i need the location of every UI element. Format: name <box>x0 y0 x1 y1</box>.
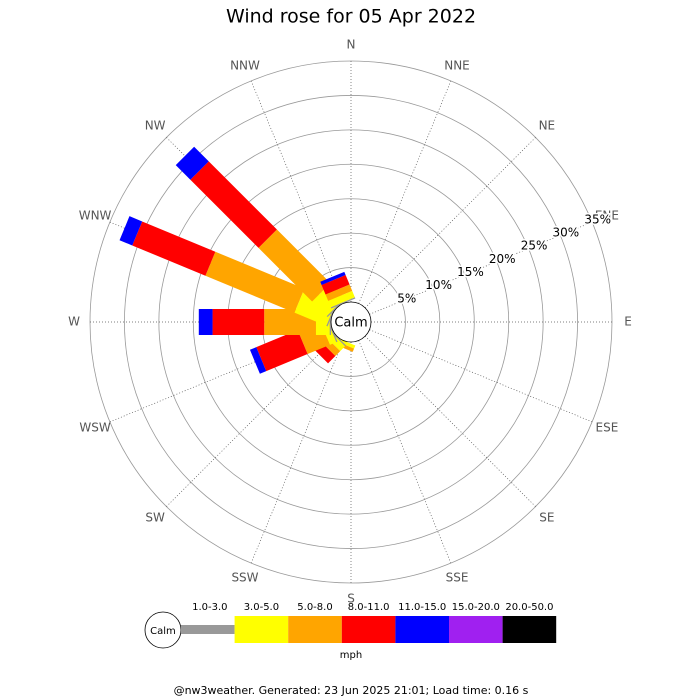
direction-label: NNE <box>444 59 470 73</box>
legend-label: 3.0-5.0 <box>244 602 279 613</box>
grid-ring <box>124 95 578 549</box>
calm-label: Calm <box>334 316 367 331</box>
legend-label: 11.0-15.0 <box>398 602 446 613</box>
legend-label: 8.0-11.0 <box>348 602 390 613</box>
bar-segment <box>119 216 143 246</box>
bar-segment <box>249 347 267 374</box>
bar-segment <box>132 221 216 276</box>
spoke <box>364 137 536 309</box>
legend-label: 1.0-3.0 <box>192 602 227 613</box>
spoke <box>364 335 536 507</box>
bar-segment <box>256 330 308 372</box>
legend-units: mph <box>340 650 362 661</box>
r-tick-label: 10% <box>425 278 452 292</box>
bar-segment <box>330 297 356 309</box>
direction-label: E <box>624 315 632 329</box>
legend-swatch <box>502 616 557 643</box>
legend-swatch <box>288 616 342 643</box>
bar-segment <box>321 275 350 295</box>
spoke <box>369 221 593 315</box>
direction-label: S <box>347 592 355 606</box>
bar-segment <box>205 251 305 313</box>
calm-circle <box>330 301 372 343</box>
direction-label: SSW <box>231 570 258 584</box>
direction-label: SE <box>539 510 554 524</box>
spoke <box>109 329 333 423</box>
direction-label: N <box>347 38 356 52</box>
direction-label: NNW <box>230 59 260 73</box>
legend-swatch <box>234 616 289 643</box>
footer: @nw3weather. Generated: 23 Jun 2025 21:0… <box>174 684 529 697</box>
spoke <box>358 340 452 564</box>
r-tick-label: 20% <box>489 252 516 266</box>
r-tick-label: 35% <box>584 212 611 226</box>
direction-label: NE <box>539 119 556 133</box>
chart-title: Wind rose for 05 Apr 2022 <box>226 6 476 28</box>
spoke <box>369 329 593 423</box>
bar-segment <box>328 290 355 308</box>
r-tick-label: 30% <box>553 225 580 239</box>
r-tick-label: 25% <box>521 239 548 253</box>
spoke <box>358 80 452 304</box>
legend-label: 20.0-50.0 <box>505 602 553 613</box>
direction-label: ENE <box>595 208 619 222</box>
legend-label: 5.0-8.0 <box>297 602 332 613</box>
direction-label: ESE <box>596 421 619 435</box>
direction-label: WNW <box>79 208 112 222</box>
bar-segment <box>190 161 277 248</box>
bar-segment <box>258 229 331 302</box>
bar-segment <box>212 309 265 335</box>
grid-ring <box>192 163 510 481</box>
spoke <box>166 335 338 507</box>
legend-swatch <box>181 625 235 634</box>
r-tick-label: 5% <box>397 291 416 305</box>
legend-swatch <box>449 616 503 643</box>
bar-segment <box>198 309 213 335</box>
legend-swatch <box>395 616 449 643</box>
legend-swatch <box>341 616 396 643</box>
r-tick-label: 15% <box>457 265 484 279</box>
spoke <box>250 340 344 564</box>
grid-ring <box>158 129 544 515</box>
direction-label: SW <box>145 510 165 524</box>
direction-label: W <box>68 315 80 329</box>
direction-label: WSW <box>79 421 110 435</box>
legend-calm-label: Calm <box>150 626 176 637</box>
bar-segment <box>320 271 346 285</box>
direction-label: SSE <box>446 570 469 584</box>
bar-segment <box>325 284 353 301</box>
legend-label: 15.0-20.0 <box>452 602 500 613</box>
bar-segment <box>175 146 209 180</box>
spoke <box>250 80 344 304</box>
direction-label: NW <box>145 119 166 133</box>
